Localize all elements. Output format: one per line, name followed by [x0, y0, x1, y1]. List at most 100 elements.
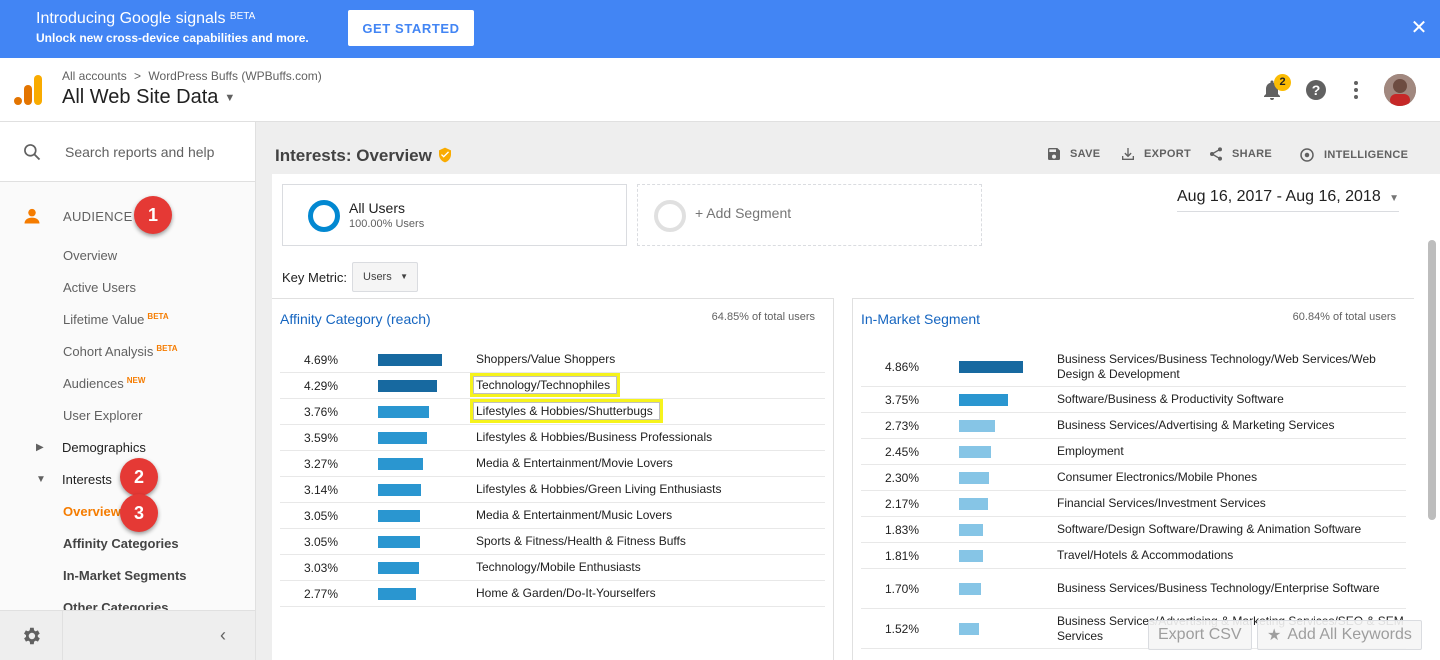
table-row[interactable]: 1.83% Software/Design Software/Drawing & … — [861, 517, 1406, 543]
table-row[interactable]: 3.76% Lifestyles & Hobbies/Shutterbugs — [280, 399, 825, 425]
sidebar-item-affinity-categories[interactable]: Affinity Categories — [63, 536, 179, 551]
category-link[interactable]: Business Services/Advertising & Marketin… — [1057, 418, 1335, 432]
sidebar-item-audiences[interactable]: Audiences NEW — [63, 376, 146, 391]
table-row[interactable]: 3.59% Lifestyles & Hobbies/Business Profe… — [280, 425, 825, 451]
in-market-title[interactable]: In-Market Segment — [861, 311, 981, 327]
affinity-title[interactable]: Affinity Category (reach) — [280, 311, 431, 327]
bar-track — [959, 360, 1057, 373]
avatar[interactable] — [1384, 74, 1416, 106]
key-metric-select[interactable]: Users ▼ — [352, 262, 418, 292]
category-link[interactable]: Consumer Electronics/Mobile Phones — [1057, 470, 1258, 484]
sidebar-item-lifetime-value[interactable]: Lifetime Value BETA — [63, 312, 169, 327]
segment-all-users[interactable]: All Users 100.00% Users — [282, 184, 627, 246]
gear-icon[interactable] — [20, 625, 42, 647]
caret-down-icon[interactable]: ▼ — [1389, 193, 1399, 204]
category-link[interactable]: Lifestyles & Hobbies/Green Living Enthus… — [476, 482, 722, 496]
table-row[interactable]: 4.86% Business Services/Business Technolo… — [861, 347, 1406, 387]
search-icon[interactable] — [22, 142, 42, 162]
sidebar-item-active-users[interactable]: Active Users — [63, 280, 136, 295]
expand-down-icon[interactable]: ▼ — [36, 474, 46, 485]
search-input[interactable]: Search reports and help — [65, 144, 215, 160]
caret-down-icon[interactable]: ▼ — [224, 91, 236, 104]
table-row[interactable]: 2.17% Financial Services/Investment Servi… — [861, 491, 1406, 517]
reach-bar — [959, 471, 990, 484]
sidebar-item-interests-overview[interactable]: Overview — [63, 504, 121, 519]
add-segment-label[interactable]: + Add Segment — [695, 205, 792, 221]
audience-section[interactable]: AUDIENCE — [0, 182, 255, 250]
table-row[interactable]: 2.73% Business Services/Advertising & Mar… — [861, 413, 1406, 439]
sidebar-item-interests[interactable]: Interests — [62, 472, 112, 487]
table-row[interactable]: 3.75% Software/Business & Productivity So… — [861, 387, 1406, 413]
category-link[interactable]: Lifestyles & Hobbies/Business Profession… — [476, 430, 713, 444]
share-icon — [1210, 147, 1222, 161]
analytics-logo-icon[interactable] — [14, 75, 44, 105]
help-icon[interactable]: ? — [1304, 78, 1328, 102]
add-all-keywords-button[interactable]: ★ Add All Keywords — [1257, 620, 1422, 650]
category-link[interactable]: Employment — [1057, 444, 1124, 458]
bar-track — [959, 622, 1057, 635]
export-csv-button[interactable]: Export CSV — [1148, 620, 1252, 650]
table-row[interactable]: 3.05% Sports & Fitness/Health & Fitness B… — [280, 529, 825, 555]
bar-track — [378, 535, 476, 548]
table-row[interactable]: 3.05% Media & Entertainment/Music Lovers — [280, 503, 825, 529]
category-link[interactable]: Media & Entertainment/Movie Lovers — [476, 456, 673, 470]
table-row[interactable]: 2.77% Home & Garden/Do-It-Yourselfers — [280, 581, 825, 607]
sidebar-item-cohort-analysis[interactable]: Cohort Analysis BETA — [63, 344, 178, 359]
table-row[interactable]: 3.27% Media & Entertainment/Movie Lovers — [280, 451, 825, 477]
category-link[interactable]: Home & Garden/Do-It-Yourselfers — [476, 586, 656, 600]
view-name[interactable]: All Web Site Data — [62, 86, 219, 108]
export-button[interactable]: EXPORT — [1120, 146, 1191, 162]
category-link[interactable]: Lifestyles & Hobbies/Shutterbugs — [470, 399, 825, 423]
category-link[interactable]: Business Services/Business Technology/We… — [1057, 351, 1376, 381]
category-link[interactable]: Business Services/Business Technology/En… — [1057, 581, 1380, 595]
category-link[interactable]: Software/Design Software/Drawing & Anima… — [1057, 522, 1362, 536]
category-link[interactable]: Shoppers/Value Shoppers — [476, 352, 616, 366]
more-vert-icon[interactable] — [1344, 78, 1368, 102]
category-link[interactable]: Software/Business & Productivity Softwar… — [1057, 392, 1284, 406]
category-link[interactable]: Technology/Technophiles — [469, 373, 825, 397]
table-row[interactable]: 4.69% Shoppers/Value Shoppers — [280, 347, 825, 373]
table-row[interactable]: 4.29% Technology/Technophiles — [280, 373, 825, 399]
reach-bar — [378, 483, 421, 496]
sidebar-item-demographics[interactable]: Demographics — [62, 440, 146, 455]
page-scrollbar[interactable] — [1428, 240, 1436, 520]
share-button[interactable]: SHARE — [1208, 146, 1272, 162]
table-row[interactable]: 2.45% Employment — [861, 439, 1406, 465]
sidebar-item-overview[interactable]: Overview — [63, 248, 118, 263]
bar-track — [378, 379, 476, 392]
get-started-button[interactable]: GET STARTED — [348, 10, 474, 46]
bar-track — [959, 523, 1057, 536]
highlighted-category: Technology/Technophiles — [469, 373, 621, 397]
category-link[interactable]: Sports & Fitness/Health & Fitness Buffs — [476, 534, 686, 548]
date-range-picker[interactable]: Aug 16, 2017 - Aug 16, 2018 ▼ — [1177, 188, 1399, 212]
category-link[interactable]: Media & Entertainment/Music Lovers — [476, 508, 673, 522]
search-reports[interactable]: Search reports and help — [0, 122, 255, 182]
sidebar-item-user-explorer[interactable]: User Explorer — [63, 408, 143, 423]
category-link[interactable]: Financial Services/Investment Services — [1057, 496, 1266, 510]
table-row[interactable]: 2.30% Consumer Electronics/Mobile Phones — [861, 465, 1406, 491]
breadcrumb[interactable]: All accounts > WordPress Buffs (WPBuffs.… — [62, 69, 322, 83]
table-row[interactable]: 1.81% Travel/Hotels & Accommodations — [861, 543, 1406, 569]
reach-bar — [378, 353, 442, 366]
collapse-chevron-icon[interactable]: ‹ — [220, 625, 226, 645]
close-icon[interactable]: ✕ — [1410, 17, 1428, 39]
percent-value: 2.73% — [885, 418, 920, 433]
reach-bar — [959, 622, 980, 635]
audience-label[interactable]: AUDIENCE — [63, 209, 133, 224]
category-link[interactable]: Travel/Hotels & Accommodations — [1057, 548, 1234, 562]
add-segment-button[interactable]: + Add Segment — [637, 184, 982, 246]
reach-bar — [959, 419, 995, 432]
table-row[interactable]: 3.14% Lifestyles & Hobbies/Green Living E… — [280, 477, 825, 503]
table-row[interactable]: 1.70% Business Services/Business Technolo… — [861, 569, 1406, 609]
save-button[interactable]: SAVE — [1046, 146, 1100, 162]
table-row[interactable]: 3.03% Technology/Mobile Enthusiasts — [280, 555, 825, 581]
sidebar-item-in-market-segments[interactable]: In-Market Segments — [63, 568, 187, 583]
bar-track — [959, 419, 1057, 432]
category-link[interactable]: Technology/Mobile Enthusiasts — [476, 560, 641, 574]
caret-down-icon[interactable]: ▼ — [400, 272, 408, 281]
view-selector[interactable]: All Web Site Data ▼ — [62, 86, 235, 109]
expand-right-icon[interactable]: ▶ — [36, 442, 44, 453]
breadcrumb-account[interactable]: WordPress Buffs (WPBuffs.com) — [148, 69, 322, 83]
intelligence-button[interactable]: INTELLIGENCE — [1298, 146, 1408, 164]
breadcrumb-root[interactable]: All accounts — [62, 69, 127, 83]
